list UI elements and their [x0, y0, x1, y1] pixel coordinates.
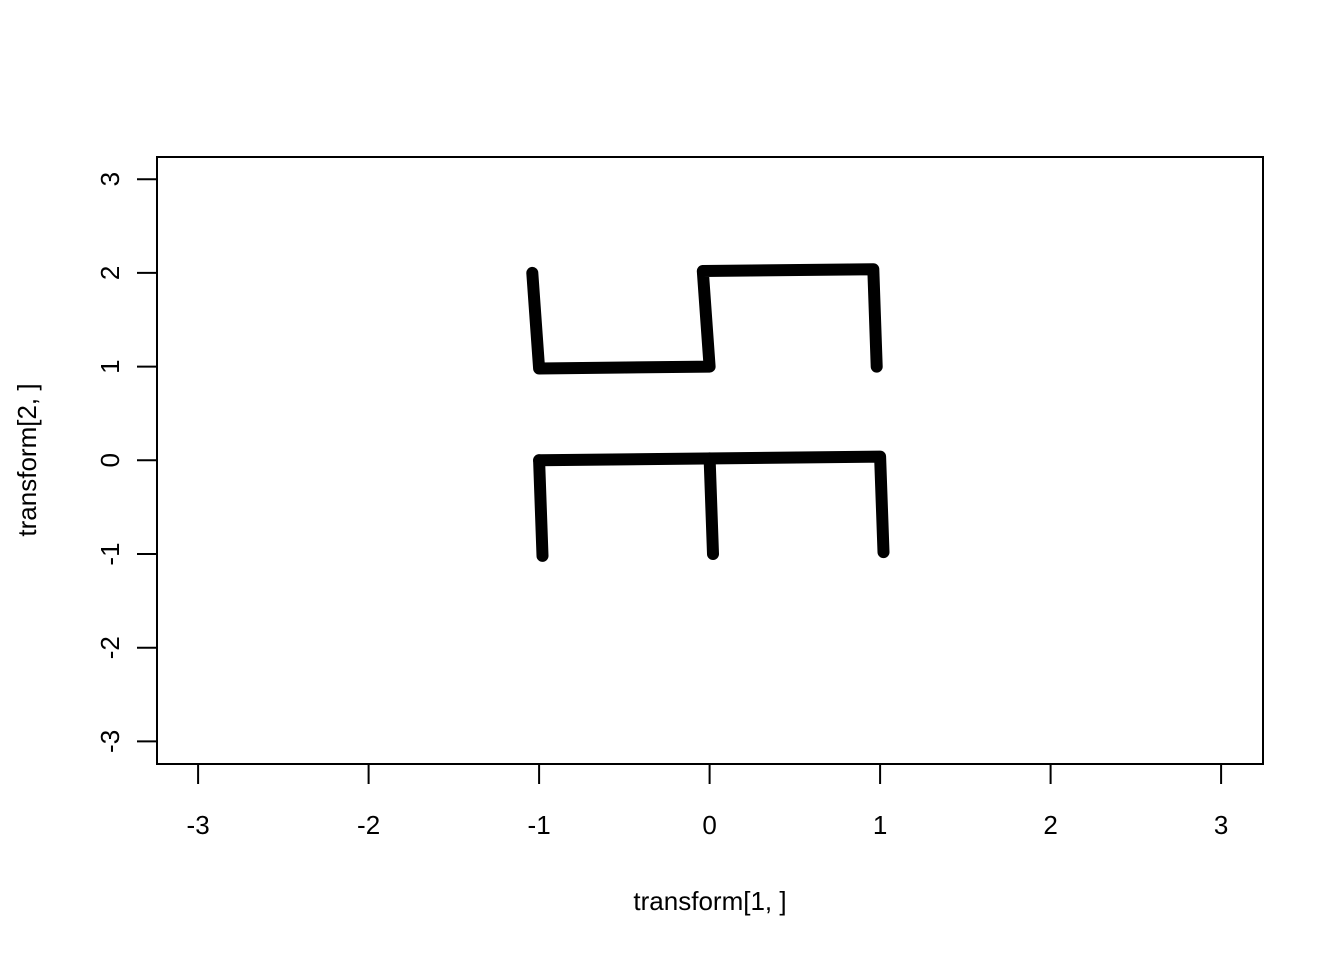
x-tick-label: -1 — [528, 810, 551, 840]
y-axis: -3 -2 -1 0 1 2 3 — [95, 172, 158, 753]
x-axis-label: transform[1, ] — [633, 886, 786, 916]
x-tick-label: 3 — [1214, 810, 1228, 840]
series-line-3 — [533, 454, 549, 562]
series-line-1 — [526, 263, 883, 375]
series-line-4 — [703, 452, 719, 560]
y-tick-label: -2 — [95, 636, 125, 659]
y-tick-label: -3 — [95, 730, 125, 753]
y-tick-label: 1 — [95, 359, 125, 373]
y-tick-label: 0 — [95, 453, 125, 467]
x-tick-label: 0 — [702, 810, 716, 840]
y-axis-label: transform[2, ] — [12, 383, 42, 536]
x-tick-label: -2 — [357, 810, 380, 840]
y-tick-label: 2 — [95, 266, 125, 280]
x-tick-label: -3 — [187, 810, 210, 840]
series-layer — [526, 263, 890, 562]
series-line-2 — [533, 450, 890, 559]
x-tick-label: 2 — [1043, 810, 1057, 840]
x-axis: -3 -2 -1 0 1 2 3 — [187, 763, 1228, 840]
y-tick-label: 3 — [95, 172, 125, 186]
x-tick-label: 1 — [873, 810, 887, 840]
y-tick-label: -1 — [95, 542, 125, 565]
